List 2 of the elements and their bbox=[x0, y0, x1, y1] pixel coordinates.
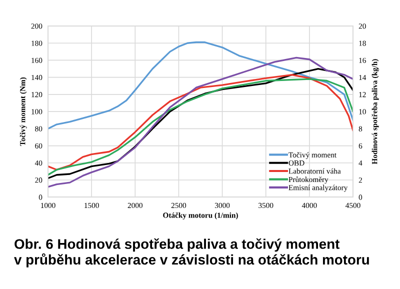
line-series bbox=[48, 41, 353, 130]
text: Obr. 6 Hodinová spotřeba paliva a točivý moment v průběhu akcelerace v závislosti na otáčkách motoru bbox=[14, 238, 369, 268]
